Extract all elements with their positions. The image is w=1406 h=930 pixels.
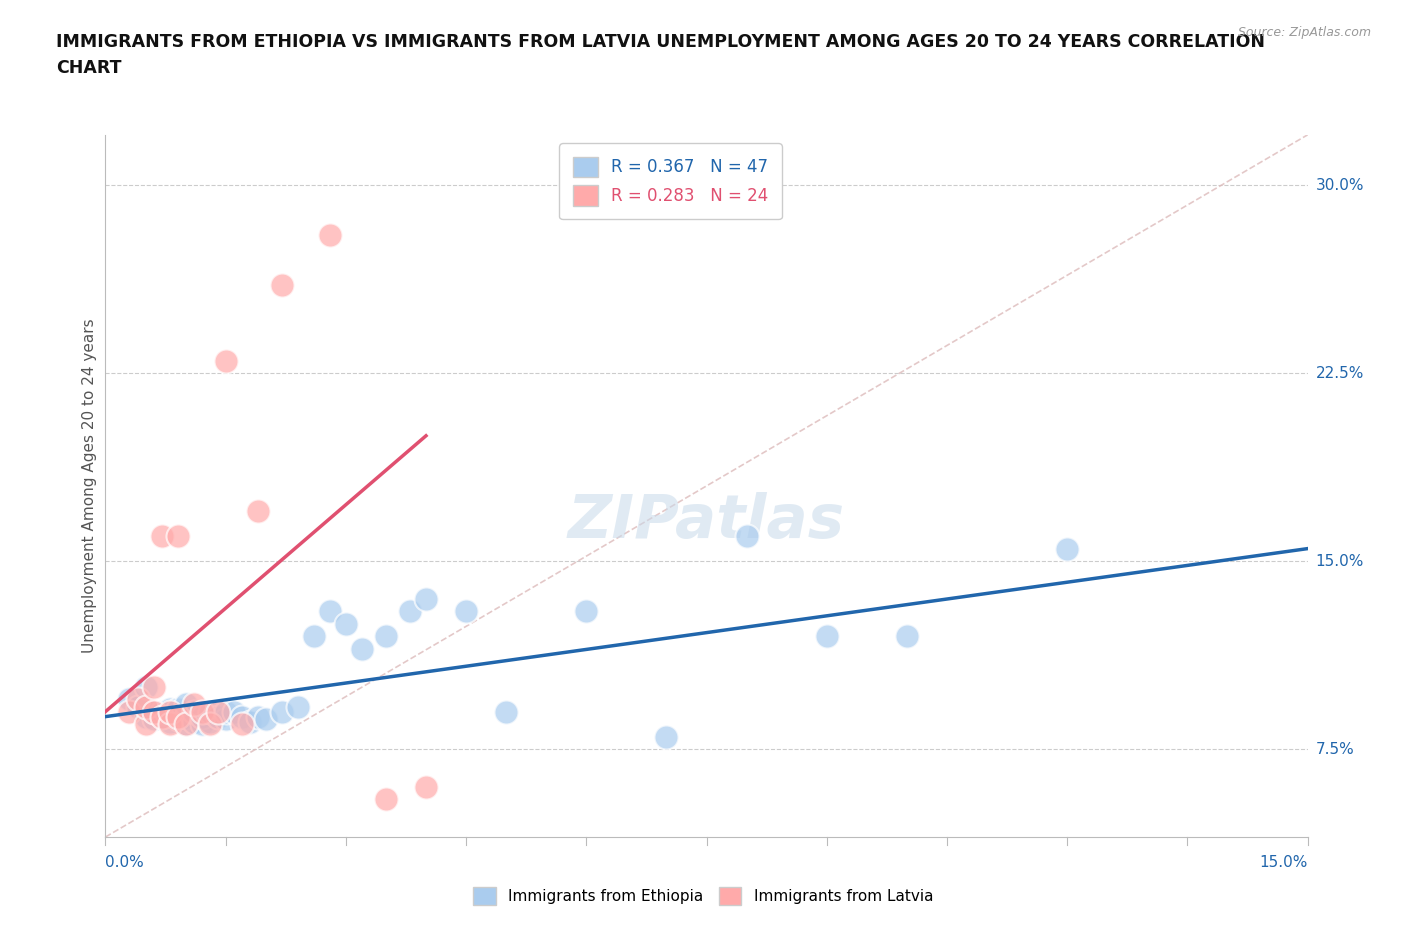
Point [127, 692, 149, 707]
Point [207, 704, 229, 719]
Point [374, 629, 398, 644]
Point [270, 704, 292, 719]
Point [159, 701, 181, 716]
Point [166, 710, 188, 724]
Point [159, 717, 181, 732]
Point [254, 711, 277, 726]
Point [1056, 541, 1078, 556]
Text: IMMIGRANTS FROM ETHIOPIA VS IMMIGRANTS FROM LATVIA UNEMPLOYMENT AMONG AGES 20 TO: IMMIGRANTS FROM ETHIOPIA VS IMMIGRANTS F… [56, 33, 1265, 77]
Point [319, 228, 342, 243]
Point [150, 528, 173, 543]
Point [415, 779, 437, 794]
Point [896, 629, 918, 644]
Point [454, 604, 477, 618]
Text: 15.0%: 15.0% [1260, 855, 1308, 870]
Point [183, 714, 205, 729]
Point [198, 714, 221, 729]
Text: Source: ZipAtlas.com: Source: ZipAtlas.com [1237, 26, 1371, 39]
Legend: Immigrants from Ethiopia, Immigrants from Latvia: Immigrants from Ethiopia, Immigrants fro… [465, 879, 941, 913]
Point [214, 353, 236, 368]
Point [150, 710, 173, 724]
Point [231, 710, 253, 724]
Point [135, 699, 157, 714]
Point [135, 679, 157, 694]
Point [142, 704, 165, 719]
Point [174, 717, 197, 732]
Point [246, 503, 269, 518]
Point [183, 704, 205, 719]
Point [142, 704, 165, 719]
Point [142, 711, 165, 726]
Point [159, 704, 181, 719]
Point [239, 714, 262, 729]
Point [198, 704, 221, 719]
Point [302, 629, 325, 644]
Point [159, 714, 181, 729]
Point [198, 717, 221, 732]
Text: 15.0%: 15.0% [1316, 553, 1364, 568]
Point [174, 710, 197, 724]
Point [166, 711, 188, 726]
Text: ZIPatlas: ZIPatlas [568, 492, 845, 551]
Point [135, 699, 157, 714]
Point [246, 710, 269, 724]
Point [135, 717, 157, 732]
Point [135, 710, 157, 724]
Point [335, 617, 357, 631]
Point [142, 679, 165, 694]
Text: 30.0%: 30.0% [1316, 178, 1364, 193]
Point [214, 711, 236, 726]
Point [495, 704, 517, 719]
Point [655, 729, 678, 744]
Text: 7.5%: 7.5% [1316, 742, 1354, 757]
Point [174, 697, 197, 711]
Point [222, 704, 245, 719]
Point [190, 704, 212, 719]
Y-axis label: Unemployment Among Ages 20 to 24 years: Unemployment Among Ages 20 to 24 years [82, 319, 97, 653]
Point [118, 704, 141, 719]
Point [319, 604, 342, 618]
Point [166, 701, 188, 716]
Point [399, 604, 422, 618]
Point [287, 699, 309, 714]
Point [415, 591, 437, 606]
Point [150, 704, 173, 719]
Legend: R = 0.367   N = 47, R = 0.283   N = 24: R = 0.367 N = 47, R = 0.283 N = 24 [560, 143, 782, 219]
Point [374, 792, 398, 807]
Point [150, 710, 173, 724]
Point [183, 697, 205, 711]
Point [214, 704, 236, 719]
Text: 22.5%: 22.5% [1316, 365, 1364, 380]
Point [575, 604, 598, 618]
Point [166, 528, 188, 543]
Point [190, 717, 212, 732]
Point [127, 699, 149, 714]
Point [350, 642, 373, 657]
Point [174, 717, 197, 732]
Point [735, 528, 758, 543]
Point [231, 717, 253, 732]
Point [270, 278, 292, 293]
Text: 0.0%: 0.0% [105, 855, 145, 870]
Point [118, 692, 141, 707]
Point [815, 629, 838, 644]
Point [190, 710, 212, 724]
Point [207, 710, 229, 724]
